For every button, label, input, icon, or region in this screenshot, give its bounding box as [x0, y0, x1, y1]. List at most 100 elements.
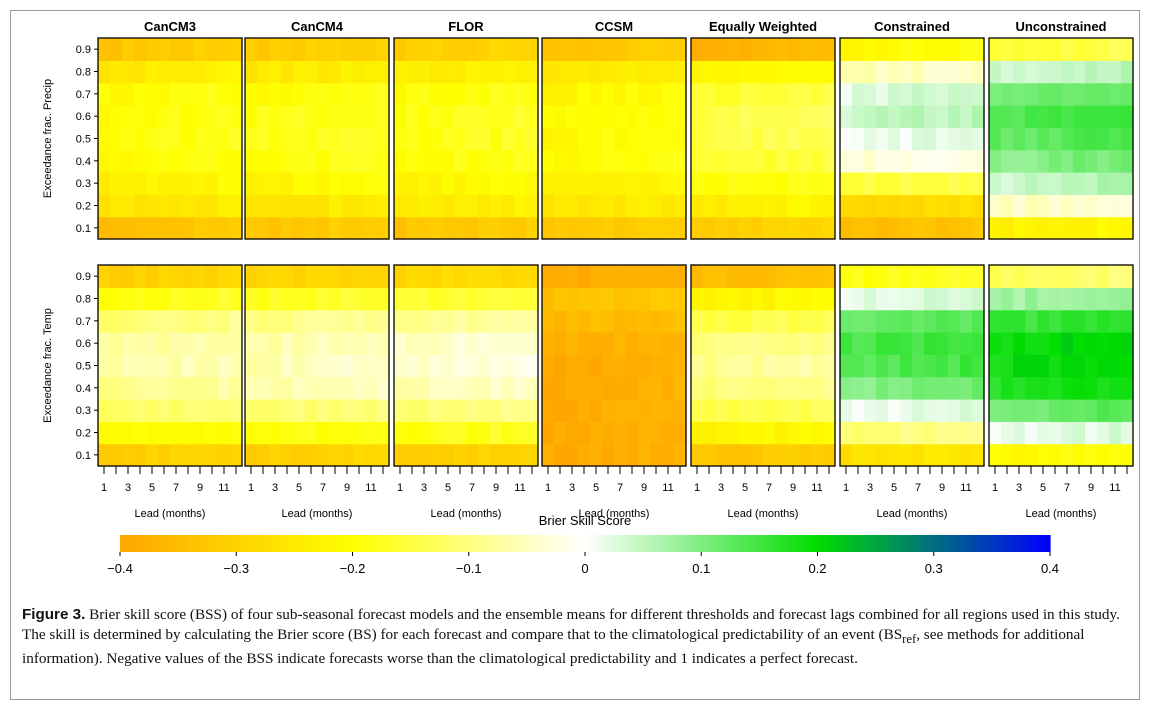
- colorbar-segment: [840, 535, 846, 552]
- heatmap-cell: [490, 105, 503, 128]
- heatmap-cell: [703, 172, 716, 195]
- heatmap-cell: [602, 38, 615, 61]
- heatmap-cell: [146, 172, 159, 195]
- colorbar-segment: [1022, 535, 1028, 552]
- heatmap-cell: [852, 194, 865, 218]
- heatmap-cell: [823, 443, 836, 467]
- y-tick-label: 0.2: [76, 428, 91, 440]
- heatmap-cell: [182, 105, 195, 128]
- heatmap-cell: [811, 82, 824, 106]
- heatmap-cell: [614, 421, 627, 445]
- heatmap-cell: [578, 332, 591, 355]
- heatmap-cell: [526, 105, 539, 128]
- heatmap-cell: [638, 216, 651, 240]
- heatmap-cell: [739, 82, 752, 106]
- heatmap-cell: [269, 194, 282, 218]
- heatmap-cell: [1049, 354, 1062, 378]
- heatmap-cell: [948, 265, 961, 288]
- colorbar-segment: [380, 535, 386, 552]
- heatmap-cell: [960, 38, 973, 61]
- heatmap-cell: [134, 354, 147, 378]
- heatmap-cell: [852, 443, 865, 467]
- colorbar-segment: [664, 535, 670, 552]
- heatmap-cell: [230, 60, 243, 84]
- heatmap-cell: [650, 105, 663, 128]
- heatmap-cell: [602, 287, 615, 311]
- heatmap-cell: [454, 194, 467, 218]
- heatmap-cell: [365, 421, 378, 445]
- figure-caption: Figure 3. Brier skill score (BSS) of fou…: [22, 605, 1127, 669]
- colorbar-segment: [245, 535, 251, 552]
- heatmap-cell: [811, 287, 824, 311]
- heatmap-cell: [466, 287, 479, 311]
- heatmap-cell: [218, 105, 231, 128]
- heatmap-cell: [876, 399, 889, 422]
- heatmap-cell: [614, 127, 627, 151]
- heatmap-cell: [787, 60, 800, 84]
- heatmap-cell: [206, 194, 219, 218]
- heatmap-cell: [1097, 127, 1110, 151]
- heatmap-cell: [960, 149, 973, 173]
- heatmap-cell: [900, 82, 913, 106]
- colorbar-segment: [399, 535, 405, 552]
- heatmap-cell: [502, 127, 515, 151]
- heatmap-cell: [1061, 127, 1074, 151]
- x-tick-label: 9: [790, 482, 796, 494]
- heatmap-cell: [430, 443, 443, 467]
- heatmap-cell: [554, 82, 567, 106]
- heatmap-cell: [293, 287, 306, 311]
- heatmap-cell: [1097, 443, 1110, 467]
- heatmap-cell: [1037, 421, 1050, 445]
- heatmap-cell: [466, 216, 479, 240]
- heatmap-cell: [1061, 60, 1074, 84]
- colorbar-segment: [910, 535, 916, 552]
- heatmap-cell: [924, 399, 937, 422]
- heatmap-cell: [989, 127, 1002, 151]
- heatmap-cell: [691, 194, 704, 218]
- heatmap-cell: [454, 354, 467, 378]
- heatmap-cell: [134, 38, 147, 61]
- heatmap-cell: [626, 309, 639, 333]
- heatmap-cell: [218, 265, 231, 288]
- heatmap-cell: [638, 82, 651, 106]
- heatmap-cell: [329, 309, 342, 333]
- heatmap-cell: [1037, 354, 1050, 378]
- y-tick-label: 0.1: [76, 223, 91, 235]
- colorbar-segment: [864, 535, 870, 552]
- heatmap-cell: [775, 82, 788, 106]
- colorbar-segment: [952, 535, 958, 552]
- x-tick-label: 9: [344, 482, 350, 494]
- heatmap-cell: [245, 127, 258, 151]
- heatmap-cell: [230, 421, 243, 445]
- heatmap-cell: [1121, 399, 1134, 422]
- heatmap-cell: [1037, 376, 1050, 400]
- y-tick-label: 0.6: [76, 111, 91, 123]
- colorbar-tick-label: −0.4: [107, 561, 133, 576]
- heatmap-cell: [662, 309, 675, 333]
- heatmap-cell: [936, 421, 949, 445]
- heatmap-cell: [727, 149, 740, 173]
- heatmap-cell: [715, 105, 728, 128]
- heatmap-figure: 0.10.20.30.40.50.60.70.80.90.10.20.30.40…: [42, 19, 1134, 576]
- heatmap-cell: [122, 332, 135, 355]
- heatmap-cell: [602, 172, 615, 195]
- heatmap-cell: [989, 265, 1002, 288]
- heatmap-cell: [775, 172, 788, 195]
- heatmap-cell: [590, 127, 603, 151]
- heatmap-panel: [542, 38, 687, 240]
- colorbar-tick-label: −0.3: [223, 561, 249, 576]
- colorbar-tick-label: −0.1: [456, 561, 482, 576]
- heatmap-cell: [1073, 194, 1086, 218]
- heatmap-cell: [430, 82, 443, 106]
- heatmap-cell: [269, 60, 282, 84]
- heatmap-cell: [122, 38, 135, 61]
- colorbar-segment: [175, 535, 182, 552]
- heatmap-cell: [526, 38, 539, 61]
- heatmap-cell: [245, 309, 258, 333]
- heatmap-cell: [466, 443, 479, 467]
- heatmap-cell: [864, 105, 877, 128]
- heatmap-cell: [430, 60, 443, 84]
- colorbar-segment: [147, 535, 154, 552]
- heatmap-cell: [876, 376, 889, 400]
- heatmap-cell: [206, 216, 219, 240]
